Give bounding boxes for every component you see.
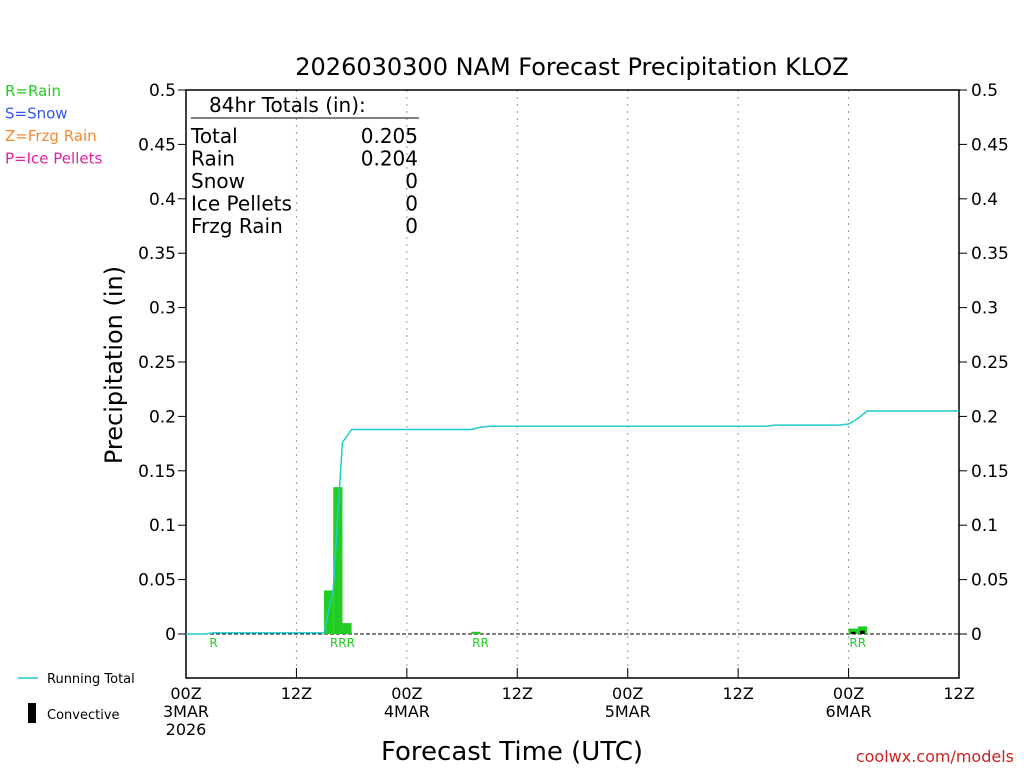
y-tick-label-right-7: 0.35 [971,244,1009,264]
y-tick-label-left-4: 0.2 [149,407,176,427]
totals-row-value-1: 0.204 [361,147,418,171]
totals-row-label-4: Frzg Rain [191,214,283,238]
y-tick-label-right-1: 0.05 [971,571,1009,591]
totals-row-label-1: Rain [191,147,235,171]
legend-type-0: R=Rain [5,82,61,100]
convective-legend-label: Convective [47,708,120,723]
totals-row-value-0: 0.205 [361,124,418,148]
x-tick-label-1-0: 12Z [281,684,312,703]
legend-type-2: Z=Frzg Rain [5,127,97,145]
totals-row-value-2: 0 [405,169,418,193]
totals-row-label-2: Snow [191,169,245,193]
y-tick-label-left-5: 0.25 [138,353,176,373]
totals-row-label-0: Total [190,124,238,148]
x-tick-label-5-0: 12Z [722,684,753,703]
legend-type-1: S=Snow [5,105,68,123]
precip-bar-2 [342,623,352,634]
y-tick-label-left-8: 0.4 [149,190,176,210]
x-tick-label-7-0: 12Z [943,684,974,703]
x-axis-label: Forecast Time (UTC) [381,737,643,767]
running-total-line [186,410,959,635]
running-total-legend-label: Running Total [47,672,135,687]
precip-bar-5 [857,626,867,634]
y-tick-label-right-2: 0.1 [971,516,998,536]
precip-bars [324,487,867,634]
plot-frame [185,89,960,679]
x-tick-label-3-0: 12Z [502,684,533,703]
x-tick-label-6-0: 00Z [833,684,864,703]
y-axis-label: Precipitation (in) [100,266,128,464]
precip-type-marker-3: RR [849,636,866,650]
legend-type-3: P=Ice Pellets [5,150,102,168]
y-tick-label-left-7: 0.35 [138,244,176,264]
y-tick-label-right-3: 0.15 [971,462,1009,482]
credit-text: coolwx.com/models [856,747,1014,766]
y-tick-label-right-0: 0 [971,625,982,645]
y-axis-left: 0 0.05 0.1 0.15 0.2 0.25 0.3 0.35 0.4 0.45 0.5 [138,81,186,645]
precip-type-marker-0: R [209,636,217,650]
convective-legend-swatch [28,703,36,723]
x-tick-label-2-0: 00Z [391,684,422,703]
precip-type-legend: R=Rain S=Snow Z=Frzg Rain P=Ice Pellets [5,82,102,168]
precip-type-markers: R RRR RR RR [209,636,866,650]
y-tick-label-left-0: 0 [165,625,176,645]
x-tick-label-0-1: 3MAR [163,702,209,721]
x-tick-label-0-0: 00Z [170,684,201,703]
totals-header: 84hr Totals (in): [209,93,366,117]
precip-bar-3 [471,631,481,634]
y-tick-label-right-6: 0.3 [971,299,998,319]
precip-type-marker-1: RRR [330,636,355,650]
x-tick-label-4-1: 5MAR [605,702,651,721]
y-axis-right: 0 0.05 0.1 0.15 0.2 0.25 0.3 0.35 0.4 0.45 0.5 [959,81,1009,645]
y-tick-label-left-2: 0.1 [149,516,176,536]
precip-type-marker-2: RR [472,636,489,650]
y-tick-label-right-8: 0.4 [971,190,998,210]
y-tick-label-left-3: 0.15 [138,462,176,482]
convective-bar-5 [860,630,865,634]
x-tick-label-0-2: 2026 [166,720,207,739]
totals-box: 84hr Totals (in): Total 0.205 Rain 0.204 Sno… [190,93,419,238]
y-tick-label-left-9: 0.45 [138,135,176,155]
series-legend: Running Total Convective [18,672,135,723]
y-tick-label-left-10: 0.5 [149,81,176,101]
x-tick-label-6-1: 6MAR [826,702,872,721]
precip-bar-1 [333,487,343,634]
y-tick-label-right-5: 0.25 [971,353,1009,373]
totals-row-label-3: Ice Pellets [191,192,292,216]
x-tick-label-2-1: 4MAR [384,702,430,721]
y-tick-label-right-4: 0.2 [971,407,998,427]
precip-bar-4 [848,628,858,634]
y-tick-label-left-1: 0.05 [138,571,176,591]
y-tick-label-left-6: 0.3 [149,299,176,319]
y-tick-label-right-9: 0.45 [971,135,1009,155]
totals-row-value-4: 0 [405,214,418,238]
gridlines [295,90,850,678]
y-tick-label-right-10: 0.5 [971,81,998,101]
x-tick-label-4-0: 00Z [612,684,643,703]
totals-row-value-3: 0 [405,192,418,216]
chart-title: 2026030300 NAM Forecast Precipitation KL… [295,53,848,81]
convective-bar-4 [850,631,856,634]
